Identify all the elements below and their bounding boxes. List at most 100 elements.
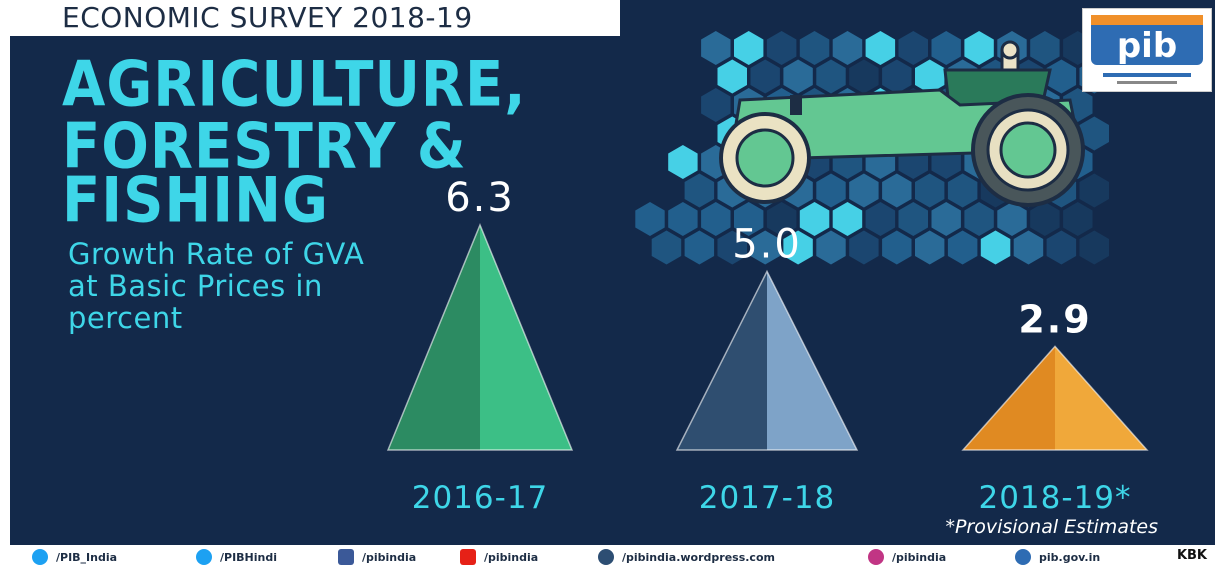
chart: 6.3 2016-17 5.0 2017-18 2.9 2018-19**Provisio…	[386, 31, 1158, 538]
social-link-label: pib.gov.in	[1039, 550, 1101, 564]
hexagon-tile	[783, 59, 813, 94]
hexagon-tile	[668, 202, 698, 236]
credit-label: KBK	[1176, 548, 1207, 563]
hexagon-tile	[816, 173, 846, 208]
hexagon-tile	[947, 173, 978, 208]
pib-logo-text: pib	[1117, 26, 1177, 66]
social-link[interactable]: pib.gov.in	[1015, 548, 1100, 566]
hexagon-tile	[734, 202, 764, 236]
hexagon-tile	[684, 173, 715, 208]
youtube-icon	[460, 549, 476, 565]
hexagon-tile	[882, 230, 912, 265]
wordpress-icon	[598, 549, 614, 565]
hexagon-tile	[701, 88, 731, 122]
social-link[interactable]: /pibindia.wordpress.com	[598, 548, 775, 566]
hexagon-tile	[766, 31, 797, 65]
hexagon-tile	[684, 230, 715, 265]
hexagon-tile	[799, 202, 830, 236]
title-line-1: AGRICULTURE,	[62, 48, 527, 122]
value-label: 6.3	[445, 175, 515, 221]
category-label: 2017-18	[699, 480, 836, 516]
hexagon-tile	[1063, 202, 1093, 236]
hexagon-tile	[832, 202, 863, 236]
hexagon-tile	[701, 202, 731, 236]
category-label: 2018-19*	[978, 480, 1131, 516]
hexagon-tile	[1046, 230, 1077, 265]
twitter-icon	[32, 549, 48, 565]
hexagon-tile	[799, 31, 830, 65]
twitter-icon	[196, 549, 212, 565]
hexagon-tile	[750, 230, 780, 265]
social-link-label: /pibindia	[484, 550, 539, 564]
hexagon-tile	[1079, 173, 1109, 208]
hexagon-tile	[931, 202, 961, 236]
facebook-icon	[338, 549, 354, 565]
hexagon-tile	[717, 230, 747, 265]
provisional-note: *Provisional Estimates	[945, 516, 1158, 538]
hexagon-tile	[947, 230, 978, 265]
social-link-label: /pibindia.wordpress.com	[622, 550, 775, 564]
pib-logo: pib	[1082, 8, 1212, 92]
hexagon-tile	[1079, 116, 1109, 151]
hexagon-tile	[964, 31, 994, 65]
social-link-label: /PIBHindi	[220, 550, 278, 564]
hexagon-tile	[931, 31, 961, 65]
hexagon-tile	[980, 230, 1011, 265]
social-link-label: /PIB_India	[56, 550, 118, 564]
hexagon-tile	[668, 145, 698, 179]
social-link[interactable]: /pibindia	[460, 548, 538, 566]
instagram-icon	[868, 549, 884, 565]
hexagon-tile	[1079, 230, 1109, 265]
hexagon-tile	[915, 230, 945, 265]
hexagon-tile	[766, 202, 797, 236]
title-line-3: FISHING	[62, 164, 329, 238]
hexagon-tile	[849, 230, 879, 265]
hexagon-tile	[849, 173, 879, 208]
hexagon-tile	[1030, 202, 1060, 236]
hexagon-tile	[964, 202, 994, 236]
tractor-icon	[719, 40, 1085, 207]
hexagon-tile	[783, 230, 813, 265]
category-label: 2016-17	[412, 480, 549, 516]
hexagon-tile	[701, 31, 731, 65]
value-label: 5.0	[732, 221, 802, 267]
hexagon-tile	[635, 202, 665, 236]
bar-outline	[961, 345, 1149, 451]
hexagon-tile	[734, 31, 764, 65]
globe-icon	[1015, 549, 1031, 565]
social-link[interactable]: /PIB_India	[32, 548, 117, 566]
hexagon-tile	[1013, 230, 1044, 265]
hexagon-tile	[750, 59, 780, 94]
hexagon-tile	[717, 59, 747, 94]
hexagon-tile	[997, 202, 1027, 236]
hexagon-tile	[898, 31, 928, 65]
hexagon-tile	[882, 173, 912, 208]
hexagon-tile	[816, 59, 846, 94]
hexagon-tile	[849, 59, 879, 94]
hexagon-tile	[898, 202, 928, 236]
hexagon-tile	[651, 230, 682, 265]
social-link-label: /pibindia	[892, 550, 947, 564]
chart-subtitle: Growth Rate of GVA at Basic Prices in pe…	[68, 237, 365, 335]
infographic: 6.3 2016-17 5.0 2017-18 2.9 2018-19* *Provisio…	[10, 0, 1215, 545]
hexagon-tile	[915, 59, 945, 94]
hexagon-tile	[816, 230, 846, 265]
hexagon-tile	[1046, 59, 1077, 94]
hexagon-tile	[882, 59, 912, 94]
hexagon-tile	[1030, 31, 1060, 65]
social-link[interactable]: /pibindia	[338, 548, 416, 566]
bar-outline	[386, 223, 574, 451]
hexagon-tile	[915, 173, 945, 208]
hexagon-tile	[832, 31, 863, 65]
social-footer: /PIB_India/PIBHindi/pibindia/pibindia/pi…	[10, 545, 1215, 569]
hexagon-tile	[865, 202, 896, 236]
value-label: 2.9	[1018, 297, 1091, 341]
hexagon-tile	[865, 31, 896, 65]
social-link-label: /pibindia	[362, 550, 417, 564]
social-link[interactable]: /pibindia	[868, 548, 946, 566]
survey-banner: ECONOMIC SURVEY 2018-19	[10, 0, 620, 36]
bar-outline	[675, 269, 859, 451]
title-line-2: FORESTRY &	[62, 110, 467, 184]
chart-marks: 6.3 2016-17 5.0 2017-18 2.9 2018-19**Provisio…	[386, 175, 1158, 538]
social-link[interactable]: /PIBHindi	[196, 548, 277, 566]
